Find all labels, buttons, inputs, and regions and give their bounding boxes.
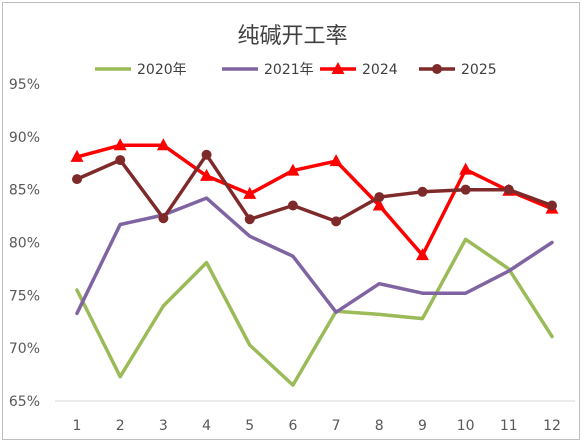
y-tick-label: 80% <box>9 236 40 252</box>
x-tick-label: 2 <box>116 418 125 434</box>
y-tick-label: 95% <box>9 77 40 93</box>
x-tick-label: 6 <box>288 418 297 434</box>
x-tick-label: 11 <box>500 418 518 434</box>
data-point <box>415 248 429 261</box>
data-point <box>287 200 298 211</box>
data-point <box>200 168 214 181</box>
series-1 <box>75 196 554 316</box>
series-line <box>75 153 554 224</box>
y-tick-label: 75% <box>9 288 40 304</box>
data-point <box>417 186 428 197</box>
data-point <box>331 216 342 227</box>
series-line <box>75 237 554 387</box>
legend-marker <box>432 64 442 74</box>
data-point <box>503 184 514 195</box>
x-tick-label: 12 <box>543 418 561 434</box>
series-line <box>75 143 554 257</box>
x-tick-label: 8 <box>375 418 384 434</box>
x-tick-label: 3 <box>159 418 168 434</box>
y-tick-label: 65% <box>9 394 40 410</box>
legend-item: 2025 <box>419 62 497 78</box>
series-0 <box>75 237 554 387</box>
data-point <box>460 184 471 195</box>
chart-frame <box>2 2 580 440</box>
x-tick-label: 1 <box>73 418 82 434</box>
legend-item: 2020年 <box>95 62 187 78</box>
legend-marker <box>331 62 345 74</box>
data-point <box>113 138 127 151</box>
data-point <box>547 200 557 211</box>
legend-label: 2021年 <box>264 62 314 78</box>
legend-label: 2020年 <box>137 62 187 78</box>
data-point <box>201 149 212 160</box>
data-point <box>372 198 386 211</box>
data-point <box>244 214 255 225</box>
data-point <box>459 162 473 175</box>
x-tick-label: 7 <box>332 418 341 434</box>
legend-item: 2024 <box>320 62 398 78</box>
data-point <box>374 192 385 203</box>
data-point <box>72 174 82 185</box>
legend-label: 2024 <box>362 62 398 78</box>
data-point <box>329 154 343 167</box>
legend-label: 2025 <box>461 62 497 78</box>
x-tick-label: 4 <box>202 418 211 434</box>
y-tick-label: 70% <box>9 341 40 357</box>
x-tick-label: 9 <box>418 418 427 434</box>
data-point <box>243 186 257 199</box>
data-point <box>158 213 169 224</box>
series-3 <box>72 149 557 227</box>
legend-item: 2021年 <box>222 62 314 78</box>
x-tick-label: 10 <box>457 418 475 434</box>
y-tick-label: 85% <box>9 183 40 199</box>
x-tick-label: 5 <box>245 418 254 434</box>
series-line <box>75 196 554 316</box>
y-tick-label: 90% <box>9 130 40 146</box>
data-point <box>156 138 170 151</box>
chart-title: 纯碱开工率 <box>237 24 348 49</box>
series-2 <box>70 138 559 261</box>
data-point <box>286 163 300 176</box>
data-point <box>115 155 126 166</box>
data-point <box>70 149 84 162</box>
